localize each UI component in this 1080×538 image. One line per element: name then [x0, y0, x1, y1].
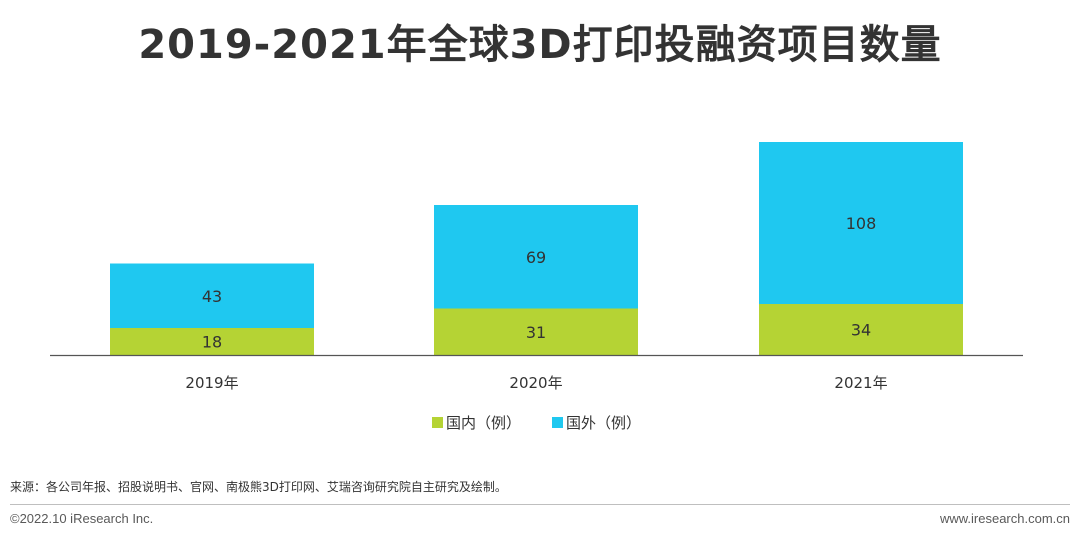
data-label-foreign-0: 43	[202, 287, 222, 306]
legend-swatch-foreign	[552, 417, 563, 428]
legend-label-foreign: 国外（例）	[566, 414, 641, 432]
bar-segment-domestic-0	[110, 328, 314, 355]
footer-divider	[10, 504, 1070, 505]
bar-segment-domestic-2	[759, 304, 963, 355]
legend-label-domestic: 国内（例）	[446, 414, 521, 432]
bar-segment-foreign-0	[110, 263, 314, 328]
bar-segment-domestic-1	[434, 308, 638, 355]
source-note: 来源：各公司年报、招股说明书、官网、南极熊3D打印网、艾瑞咨询研究院自主研究及绘…	[10, 480, 507, 494]
legend-swatch-domestic	[432, 417, 443, 428]
bar-segment-foreign-1	[434, 205, 638, 309]
x-tick-label-1: 2020年	[509, 374, 562, 392]
copyright-text: ©2022.10 iResearch Inc.	[10, 511, 154, 526]
x-tick-label-2: 2021年	[834, 374, 887, 392]
data-label-foreign-2: 108	[846, 214, 877, 233]
bar-segment-foreign-2	[759, 142, 963, 304]
x-tick-label-0: 2019年	[185, 374, 238, 392]
website-link[interactable]: www.iresearch.com.cn	[939, 511, 1070, 526]
data-label-domestic-0: 18	[202, 333, 222, 352]
chart-title: 2019-2021年全球3D打印投融资项目数量	[138, 22, 942, 68]
data-label-domestic-1: 31	[526, 323, 546, 342]
data-label-foreign-1: 69	[526, 248, 546, 267]
data-label-domestic-2: 34	[851, 321, 871, 340]
